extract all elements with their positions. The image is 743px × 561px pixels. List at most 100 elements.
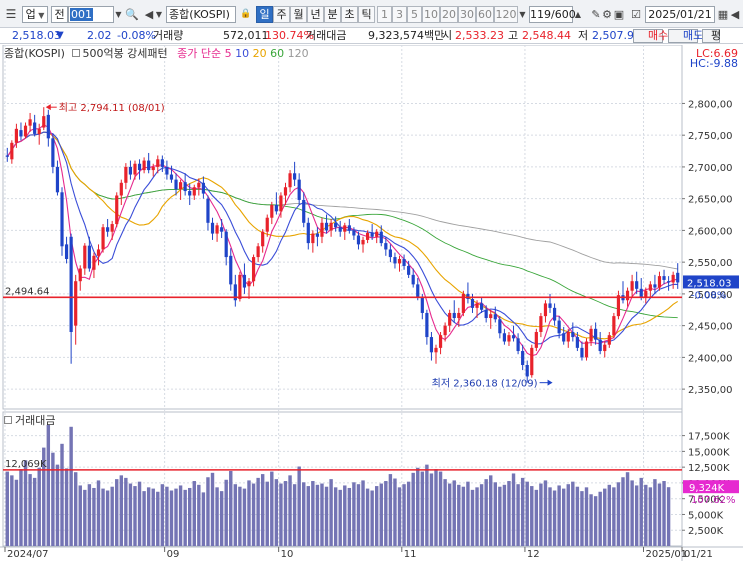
interval-1[interactable]: 1 [377,6,392,23]
candle-body [343,225,347,232]
type-select[interactable]: 전 [51,6,68,23]
sell-button[interactable]: 매도 [668,29,703,43]
period-week[interactable]: 주 [273,6,290,23]
volume-bar [329,479,333,546]
volume-bar [270,471,274,546]
lock-icon[interactable]: 🔒 [240,9,252,19]
speaker-dropdown-icon[interactable]: ▼ [155,10,163,19]
code-value: 001 [70,8,93,21]
candle-body [142,160,146,171]
candle-body [562,333,566,342]
prev-icon[interactable]: ◀ [730,8,740,21]
candle-body [575,337,579,348]
candle-body [667,281,671,283]
code-dropdown-icon[interactable]: ▼ [115,10,122,19]
candle-body [224,231,228,258]
volume-bar [292,484,297,546]
high-arrow-head [45,104,51,111]
candle-body [365,232,370,240]
candle-body [37,128,41,134]
candle-body [233,284,237,301]
period-month[interactable]: 월 [290,6,307,23]
period-day[interactable]: 일 [256,6,273,23]
volume-bar [306,486,311,546]
candle-body [165,166,169,175]
market-select[interactable]: 업 ▼ [22,6,48,23]
candle-body [416,284,420,298]
volume-bar [443,479,447,546]
legend-box-icon [72,49,81,57]
date-field[interactable]: 2025/01/21 [645,6,715,23]
candle-body [60,192,64,247]
interval-10[interactable]: 10 [422,6,440,23]
candle-body [466,293,470,299]
volume-bar [19,469,23,546]
volume-bar [589,494,593,546]
volume-bar [124,477,128,546]
interval-120[interactable]: 120 [494,6,518,23]
candle-body [215,225,219,234]
candle-body [539,316,543,332]
volume-bar [447,483,452,546]
volume-bar [384,481,388,546]
save-icon[interactable]: ▣ [613,8,625,21]
volume-bar [479,484,484,546]
candle-body [279,195,283,212]
legend-title: 종합(KOSPI) [4,47,65,60]
interval-20[interactable]: 20 [440,6,458,23]
candle-body [452,312,456,319]
candle-body [251,257,256,282]
code-input[interactable]: 001 [68,6,114,23]
type-select-label: 전 [54,8,65,21]
volume-bar [256,477,260,546]
volume-legend-box-icon [4,416,12,424]
candle-body [160,159,164,167]
price-volume-chart[interactable]: 2,800,00 2,750,00 2,700,00 2,650,00 2,600,00… [0,45,743,561]
volume-bar [42,447,46,546]
price-y-tick: 2,400,00 [688,353,733,364]
period-tick[interactable]: 틱 [358,6,375,23]
buy-button[interactable]: 매수 [633,29,668,43]
volume-bar [406,481,411,546]
buy-button-label: 매수 [648,29,669,42]
checkbox-icon[interactable]: ☑ [631,8,641,21]
search-icon[interactable]: 🔍 [125,8,139,21]
period-year[interactable]: 년 [307,6,324,23]
period-minute[interactable]: 분 [324,6,341,23]
tools-icon[interactable]: ✎ [591,8,601,21]
volume-bar [630,480,634,546]
period-second[interactable]: 초 [341,6,358,23]
interval-60[interactable]: 60 [476,6,494,23]
price-y-tick: 2,350,00 [688,385,733,396]
candle-body [402,258,406,266]
interval-5[interactable]: 5 [407,6,422,23]
volume-bar [87,484,92,546]
app-menu-icon[interactable]: ☰ [5,7,17,21]
volume-bar [520,477,525,546]
eval-button[interactable]: 평 [702,29,721,43]
volume-bar [352,482,356,546]
count-field[interactable]: 119/600 [529,6,576,23]
interval-dropdown-icon[interactable]: ▼ [519,10,526,19]
volume-bar [247,480,251,546]
volume-bar [365,488,370,546]
volume-bar [229,470,233,546]
volume-bar [242,488,247,546]
volume-bar [475,487,479,546]
calendar-icon[interactable]: ▦ [717,8,729,21]
interval-3[interactable]: 3 [392,6,407,23]
legend-ma10: 10 [235,47,250,60]
settings-icon[interactable]: ⚙ [602,8,612,21]
zoom-in-icon[interactable]: ▲ [574,10,582,19]
volume-label: 거래량 [153,29,184,42]
candle-body [657,276,662,288]
volume-bar [338,489,342,546]
candle-body [356,235,361,245]
volume-bar [502,484,507,546]
candle-body [10,142,14,160]
candle-body [69,236,73,332]
speaker-icon[interactable]: ◀ [144,8,154,21]
volume-bar [37,467,41,546]
interval-30[interactable]: 30 [458,6,476,23]
volume-bar [224,479,228,546]
